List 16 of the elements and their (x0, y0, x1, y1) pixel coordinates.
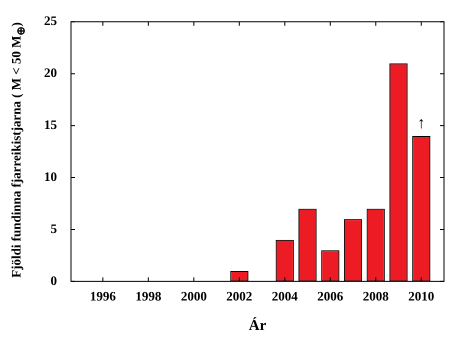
y-tick-label: 0 (50, 272, 57, 288)
x-tick-label: 1998 (135, 288, 162, 304)
x-tick-label: 2000 (180, 288, 207, 304)
y-tick-label: 10 (44, 168, 57, 184)
x-tick-label: 2006 (317, 288, 344, 304)
x-axis-title: Ár (248, 316, 267, 334)
y-tick-label: 15 (44, 117, 58, 132)
x-tick-label: 2002 (226, 288, 252, 304)
annotation: ↑ (417, 115, 426, 132)
x-tick-label: 2004 (272, 288, 298, 304)
y-tick-label: 20 (44, 65, 57, 80)
x-tick-label: 1996 (90, 288, 116, 304)
x-tick-label: 2010 (408, 288, 434, 304)
y-tick-label: 25 (44, 13, 58, 28)
x-tick-label: 2008 (362, 288, 390, 304)
y-tick-label: 5 (50, 220, 58, 236)
